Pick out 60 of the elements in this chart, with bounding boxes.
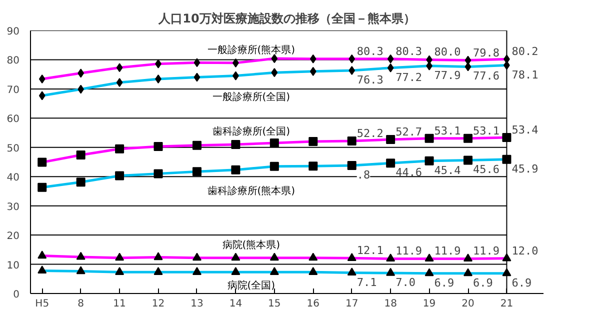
y-tick-label: 60 xyxy=(6,114,20,126)
y-tick-label: 50 xyxy=(6,143,20,154)
data-label: 6.9 xyxy=(512,276,532,290)
x-tick-label: 16 xyxy=(306,298,320,310)
data-label: 52.2 xyxy=(356,126,384,140)
data-label: 45.9 xyxy=(512,162,538,176)
x-tick-label: H5 xyxy=(35,298,50,310)
y-tick-label: 40 xyxy=(6,172,20,184)
chart-title: 人口10万対医療施設数の推移（全国－熊本県） xyxy=(158,12,416,26)
data-label: 77.2 xyxy=(396,70,422,84)
y-tick-label: 20 xyxy=(6,231,20,242)
data-label: 6.9 xyxy=(473,276,493,290)
data-label: 53.1 xyxy=(434,124,461,138)
data-label: 11.9 xyxy=(396,244,422,258)
data-label: 76.3 xyxy=(356,74,384,87)
series-label: 一般診療所(全国) xyxy=(212,90,290,103)
data-label: 11.9 xyxy=(473,244,500,258)
data-label: 44.6 xyxy=(396,166,422,180)
data-label: 45.6 xyxy=(473,163,500,176)
data-label: 45.4 xyxy=(434,164,462,177)
data-label: 77.6 xyxy=(473,70,500,83)
data-label: 12.0 xyxy=(512,244,538,258)
x-tick-label: 12 xyxy=(152,298,165,310)
y-tick-label: 80 xyxy=(6,56,20,67)
x-tick-label: 18 xyxy=(384,298,397,310)
y-tick-label: 90 xyxy=(6,26,20,38)
data-label: 52.7 xyxy=(396,126,422,138)
series-label: 歯科診療所(全国) xyxy=(212,125,290,138)
data-label: 80.0 xyxy=(434,46,461,59)
annotation: .8 xyxy=(356,168,370,182)
x-tick-label: 11 xyxy=(113,298,126,310)
data-label: 77.9 xyxy=(434,68,461,82)
data-label: 53.4 xyxy=(512,123,539,136)
data-label: 7.0 xyxy=(396,276,416,290)
data-label: 80.3 xyxy=(356,44,384,58)
x-tick-label: 17 xyxy=(345,298,358,310)
x-tick-label: 21 xyxy=(500,298,514,310)
y-tick-label: 10 xyxy=(6,260,20,272)
data-label: 79.8 xyxy=(473,46,500,60)
x-tick-label: 20 xyxy=(462,298,474,310)
data-label: 6.9 xyxy=(434,276,454,290)
data-label: 12.1 xyxy=(356,244,384,258)
x-tick-label: 13 xyxy=(190,298,204,310)
data-label: 80.2 xyxy=(512,45,538,58)
data-label: 78.1 xyxy=(512,68,538,82)
x-tick-label: 14 xyxy=(229,298,242,310)
x-tick-label: 19 xyxy=(422,298,436,310)
data-label: 53.1 xyxy=(473,124,500,138)
y-tick-label: 0 xyxy=(13,290,20,300)
y-tick-label: 30 xyxy=(6,202,20,213)
series-label: 一般診療所(熊本県) xyxy=(207,44,296,56)
series-label: 病院(熊本県) xyxy=(222,238,280,251)
x-tick-label: 15 xyxy=(268,298,281,310)
data-label: 11.9 xyxy=(434,244,461,258)
y-tick-label: 70 xyxy=(6,84,20,96)
data-label: 80.3 xyxy=(396,44,422,58)
series-label: 歯科診療所(熊本県) xyxy=(207,184,296,197)
x-tick-label: 8 xyxy=(78,298,84,310)
series-label: 病院(全国) xyxy=(227,279,276,292)
data-label: 7.1 xyxy=(356,276,377,289)
